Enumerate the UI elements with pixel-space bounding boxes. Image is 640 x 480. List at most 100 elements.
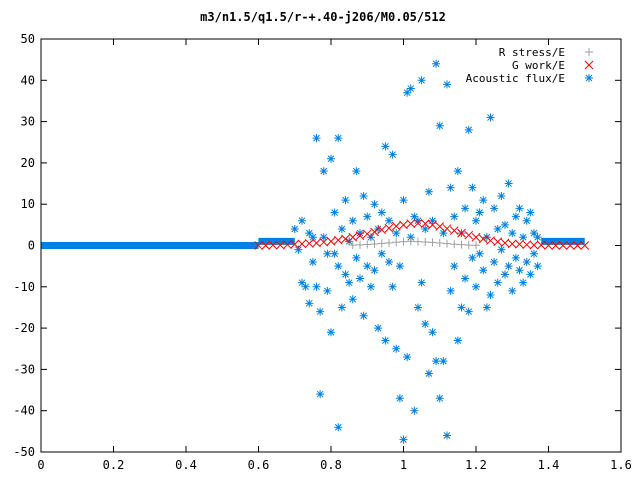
data-point <box>522 240 532 250</box>
data-point <box>446 286 455 295</box>
data-point <box>421 224 430 233</box>
data-point <box>312 134 321 143</box>
data-point <box>544 241 553 250</box>
data-point <box>504 262 513 271</box>
data-point <box>356 274 364 283</box>
data-point <box>290 239 300 249</box>
data-point <box>464 125 473 134</box>
x-tick-label: 0.8 <box>320 458 342 472</box>
data-point <box>268 240 278 250</box>
data-point <box>377 225 387 235</box>
data-point <box>432 357 441 366</box>
data-point <box>413 218 423 228</box>
data-point <box>501 220 509 229</box>
data-point <box>508 229 517 238</box>
y-tick-label: 20 <box>21 156 35 170</box>
y-tick-label: -30 <box>13 362 35 376</box>
data-point <box>490 204 499 213</box>
data-point <box>457 303 466 312</box>
data-point <box>316 307 325 316</box>
data-point <box>475 249 484 258</box>
series-acoustic-flux-e <box>41 59 585 444</box>
data-point <box>450 212 459 221</box>
data-point <box>504 179 513 188</box>
data-point <box>453 167 462 176</box>
y-tick-label: -50 <box>13 445 35 459</box>
data-point <box>316 390 325 399</box>
data-point <box>414 216 422 225</box>
data-point <box>486 236 495 245</box>
data-point <box>443 80 451 89</box>
data-point <box>414 237 422 246</box>
data-point <box>352 167 361 176</box>
data-point <box>377 249 386 258</box>
data-point <box>323 249 332 258</box>
x-tick-label: 0 <box>37 458 44 472</box>
data-point <box>298 216 306 225</box>
data-point <box>424 369 433 378</box>
data-point <box>461 274 470 283</box>
x-tick-label: 0.2 <box>103 458 125 472</box>
data-point <box>435 222 445 231</box>
data-point <box>457 240 466 249</box>
data-point <box>468 253 477 262</box>
data-point <box>374 224 383 233</box>
data-point <box>471 232 481 242</box>
data-point <box>254 241 263 250</box>
data-point <box>526 208 535 217</box>
data-point <box>348 232 358 242</box>
data-point <box>464 241 473 250</box>
data-point <box>515 239 524 249</box>
y-tick-label: -10 <box>13 280 35 294</box>
data-point <box>406 233 415 242</box>
data-point <box>479 196 488 205</box>
data-point <box>584 60 594 70</box>
data-point <box>388 150 397 159</box>
data-point <box>501 270 509 279</box>
data-point <box>461 204 470 213</box>
data-point <box>428 238 437 247</box>
data-point <box>442 224 452 233</box>
data-point <box>439 229 448 238</box>
x-tick-label: 1.2 <box>465 458 487 472</box>
data-point <box>417 76 426 85</box>
data-point <box>304 239 314 248</box>
data-point <box>363 240 372 249</box>
data-point <box>464 230 474 240</box>
data-point <box>341 270 350 279</box>
data-point <box>515 204 524 213</box>
data-point <box>519 278 528 287</box>
data-point <box>420 219 430 228</box>
data-point <box>428 216 437 225</box>
data-point <box>275 240 285 250</box>
y-tick-label: 50 <box>21 32 35 46</box>
data-point <box>370 200 379 209</box>
y-tick-label: -20 <box>13 321 35 335</box>
data-point <box>403 88 412 97</box>
data-point <box>352 253 361 262</box>
data-point <box>374 324 383 333</box>
data-point <box>497 191 506 200</box>
data-point <box>330 208 339 217</box>
data-point <box>410 212 419 221</box>
data-point <box>457 228 466 238</box>
data-point <box>435 394 444 403</box>
data-point <box>337 224 346 233</box>
data-point <box>319 233 328 242</box>
data-point <box>522 216 531 225</box>
data-point <box>337 303 346 312</box>
data-point <box>536 240 546 250</box>
data-point <box>283 240 292 250</box>
data-point <box>421 319 430 328</box>
data-point <box>392 344 401 353</box>
data-point <box>479 266 488 275</box>
data-point <box>359 311 368 320</box>
data-point <box>298 278 306 287</box>
data-point <box>511 212 520 221</box>
data-point <box>464 307 473 316</box>
data-point <box>341 196 350 205</box>
data-point <box>486 291 495 300</box>
data-point <box>370 240 379 249</box>
data-point <box>478 234 488 244</box>
